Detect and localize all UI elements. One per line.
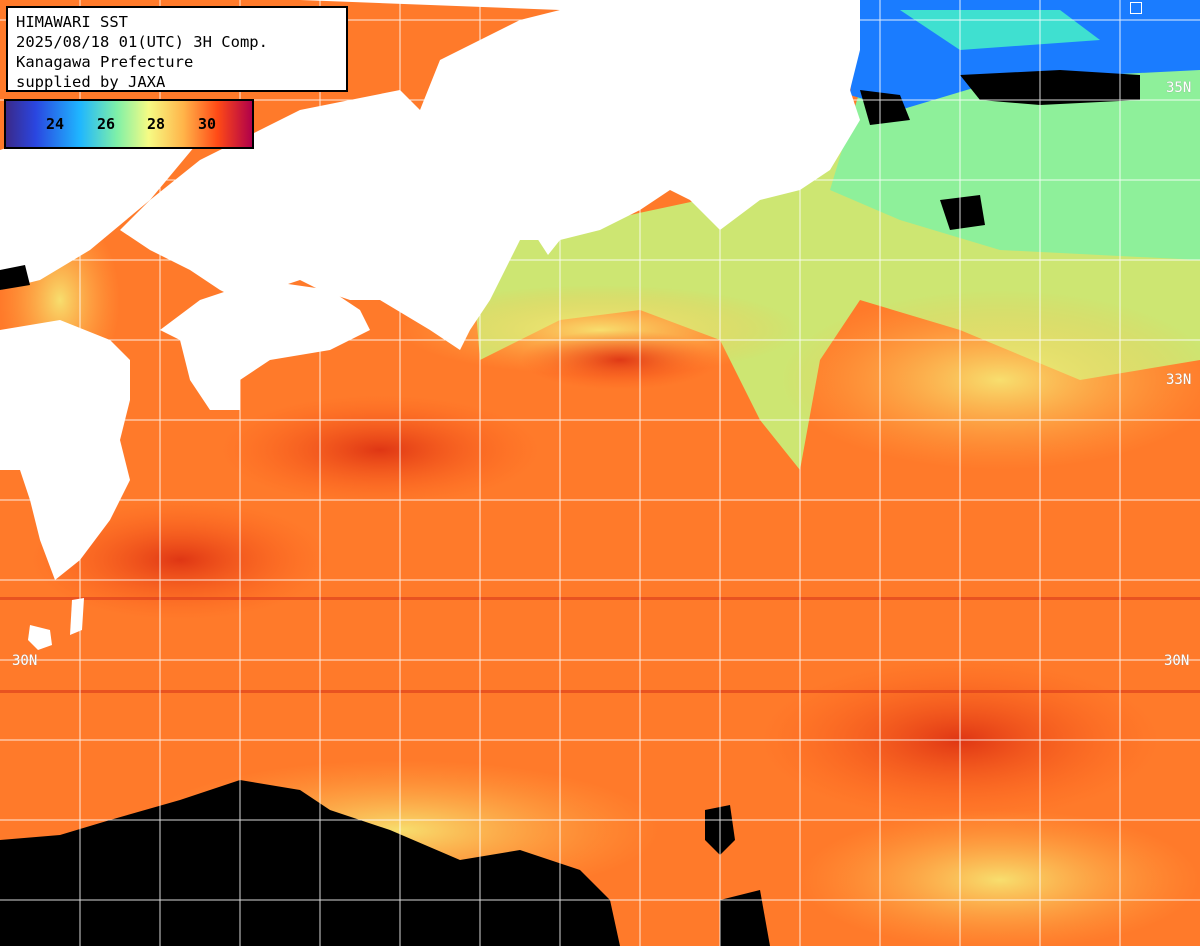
cloud-north-east [960,70,1140,105]
lat-label-35n: 35N [1166,80,1192,96]
info-datetime: 2025/08/18 01(UTC) 3H Comp. [16,33,268,51]
north-cool [830,60,1200,260]
land-izu [535,200,560,255]
corner-marker [1130,2,1142,14]
land-honshu-west [0,110,200,290]
info-credit: supplied by JAXA [16,73,166,91]
legend-tick-24: 24 [46,115,65,133]
hot-zone-mid [520,330,720,390]
cloud-west-edge [0,265,30,290]
info-region: Kanagawa Prefecture [16,53,194,71]
streak-1 [0,597,1200,600]
legend-tick-28: 28 [147,115,166,133]
lat-label-30n-right: 30N [1164,653,1190,669]
island-yakushima [70,598,84,635]
info-title: HIMAWARI SST [16,13,128,31]
island-tanegashima [28,625,52,650]
cloud-south-west [0,780,620,946]
lat-label-33n: 33N [1166,372,1192,388]
hot-zone-south [30,500,330,620]
legend-tick-26: 26 [97,115,116,133]
cloud-south-west-island [0,930,40,946]
land-honshu [120,0,860,350]
streak-2 [0,690,1200,693]
land-kyushu [0,320,130,580]
land-kii [380,230,430,300]
lat-label-30n-left: 30N [12,653,38,669]
info-box: HIMAWARI SST 2025/08/18 01(UTC) 3H Comp.… [6,6,348,92]
color-scale-legend: 24 26 28 30 [4,99,254,149]
cloud-north-east-edge [860,90,910,125]
land-shikoku [160,280,370,410]
yellow-band-east [780,290,1200,470]
cloud-east-patch [940,195,985,230]
cloud-south-right [720,890,770,946]
yellow-south-east [800,810,1200,946]
legend-tick-30: 30 [198,115,217,133]
hot-zone-west [220,395,540,505]
